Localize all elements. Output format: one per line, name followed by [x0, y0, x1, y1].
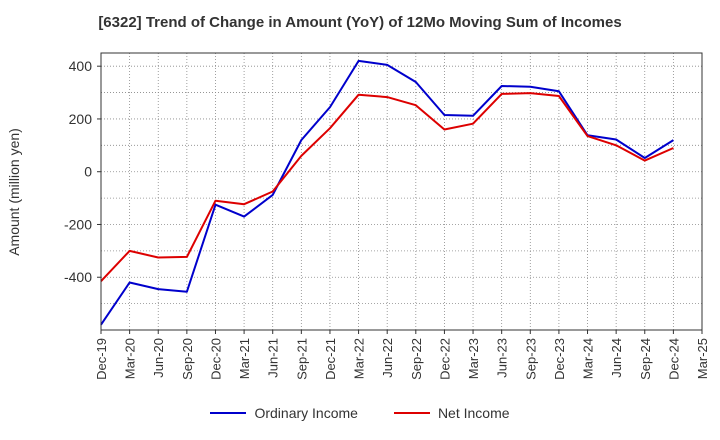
y-tick-label: 200	[69, 111, 93, 127]
plot-frame	[100, 52, 703, 331]
x-tick-label: Dec-23	[552, 338, 567, 380]
y-axis-label: Amount (million yen)	[6, 128, 22, 256]
legend-label: Net Income	[437, 405, 510, 421]
x-tick-label: Mar-20	[123, 338, 138, 379]
legend-label: Ordinary Income	[254, 405, 358, 421]
legend-item: Net Income	[393, 405, 510, 421]
legend: Ordinary Income Net Income	[0, 405, 720, 421]
x-tick-label: Dec-19	[94, 338, 109, 380]
y-tick-label: 0	[84, 164, 92, 180]
x-tick-label: Mar-22	[352, 338, 367, 379]
x-axis: Dec-19 Mar-20 Jun-20 Sep-20 Dec-20 Mar-21 Jun-…	[94, 330, 710, 380]
series-lines	[100, 59, 674, 326]
x-tick-label: Sep-22	[409, 338, 424, 380]
series-line-net-income	[100, 92, 674, 282]
x-tick-label: Mar-25	[695, 338, 710, 379]
x-tick-label: Dec-21	[323, 338, 338, 380]
x-tick-label: Dec-22	[437, 338, 452, 380]
legend-item: Ordinary Income	[210, 405, 358, 421]
x-tick-label: Jun-20	[151, 338, 166, 378]
legend-swatch	[393, 412, 430, 414]
x-tick-label: Sep-23	[523, 338, 538, 380]
grid	[100, 53, 703, 330]
x-tick-label: Jun-22	[380, 338, 395, 378]
x-tick-label: Sep-20	[180, 338, 195, 380]
x-tick-label: Dec-24	[666, 338, 681, 380]
x-tick-label: Jun-23	[495, 338, 510, 378]
legend-swatch	[210, 412, 247, 414]
x-tick-label: Jun-21	[266, 338, 281, 378]
series-line-ordinary-income	[100, 59, 674, 326]
x-tick-label: Mar-23	[466, 338, 481, 379]
x-tick-label: Mar-24	[581, 338, 596, 379]
x-tick-label: Jun-24	[609, 338, 624, 378]
y-tick-label: 400	[69, 58, 93, 74]
y-tick-label: -400	[64, 269, 92, 285]
chart-title: [6322] Trend of Change in Amount (YoY) o…	[98, 14, 622, 31]
x-tick-label: Sep-24	[638, 338, 653, 380]
y-axis: -400 -200 0 200 400	[64, 58, 101, 285]
x-tick-label: Sep-21	[294, 338, 309, 380]
y-tick-label: -200	[64, 216, 92, 232]
x-tick-label: Mar-21	[237, 338, 252, 379]
x-tick-label: Dec-20	[208, 338, 223, 380]
